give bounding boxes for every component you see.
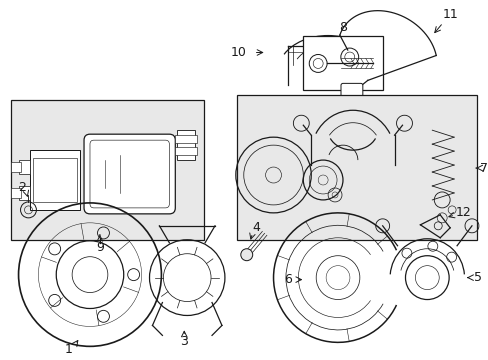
Text: 4: 4 xyxy=(252,221,260,234)
Bar xyxy=(175,147,197,155)
FancyBboxPatch shape xyxy=(340,84,362,99)
Bar xyxy=(19,186,30,200)
Bar xyxy=(236,95,476,240)
Text: 5: 5 xyxy=(473,271,481,284)
Text: 10: 10 xyxy=(230,46,246,59)
Bar xyxy=(11,100,203,240)
Bar xyxy=(30,150,80,210)
Text: 1: 1 xyxy=(64,343,72,356)
Text: 9: 9 xyxy=(96,241,103,254)
FancyBboxPatch shape xyxy=(84,134,175,214)
Text: 12: 12 xyxy=(455,206,471,219)
Bar xyxy=(303,36,382,90)
Bar xyxy=(33,158,77,202)
Text: 8: 8 xyxy=(338,21,346,34)
Bar xyxy=(177,130,195,160)
Bar xyxy=(11,188,20,198)
Text: 3: 3 xyxy=(180,335,188,348)
Bar xyxy=(11,162,20,172)
Text: 2: 2 xyxy=(19,181,26,194)
FancyBboxPatch shape xyxy=(90,140,169,208)
Circle shape xyxy=(240,249,252,261)
Bar xyxy=(175,135,197,143)
Bar xyxy=(19,160,30,174)
Text: 7: 7 xyxy=(479,162,487,175)
Text: 6: 6 xyxy=(284,273,292,286)
Text: 11: 11 xyxy=(441,8,457,21)
